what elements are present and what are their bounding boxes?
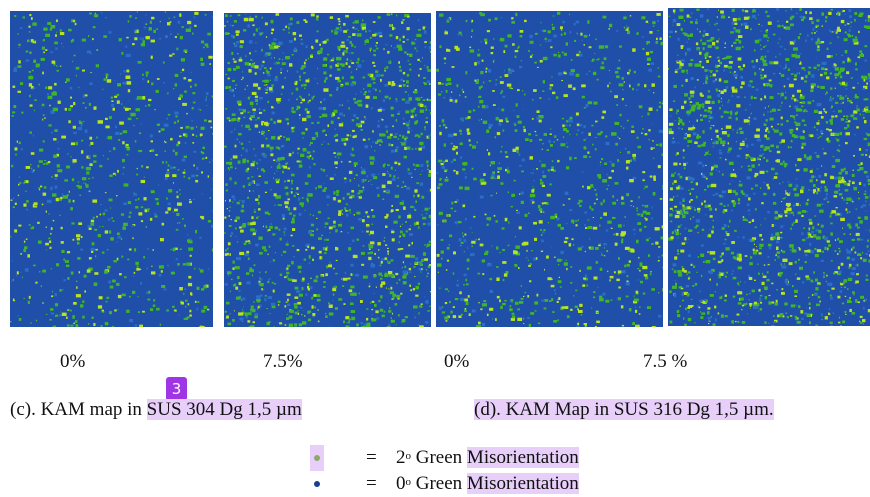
strain-label: 7.5 %	[643, 350, 687, 374]
legend-marker	[310, 471, 324, 497]
legend-degree-symbol: o	[406, 450, 412, 462]
legend-marker-highlight	[310, 445, 324, 471]
caption-c: (c). KAM map in SUS 304 Dg 1,5 µm	[10, 397, 302, 423]
caption-c-material[interactable]: SUS 304 Dg 1,5 µm	[147, 399, 302, 420]
legend-equals: =	[366, 471, 377, 497]
strain-label: 0%	[60, 350, 85, 374]
legend-degree: 2	[396, 447, 406, 468]
caption-d-material[interactable]: SUS 316 Dg 1,5 µm.	[614, 399, 774, 420]
kam-map-image	[224, 13, 431, 327]
kam-map-sus316-7-5pct	[668, 8, 870, 326]
legend-label: 2o Green Misorientation	[396, 445, 579, 471]
caption-c-prefix: (c). KAM map in	[10, 399, 147, 420]
caption-d: (d). KAM Map in SUS 316 Dg 1,5 µm.	[474, 397, 774, 423]
legend-dot-0deg	[314, 481, 320, 487]
kam-map-image	[10, 11, 213, 327]
legend-row-0deg: = 0o Green Misorientation	[310, 471, 630, 497]
strain-label: 0%	[444, 350, 469, 374]
legend-degree: 0	[396, 473, 406, 494]
kam-map-sus316-0pct	[436, 11, 663, 327]
legend-dot-2deg	[314, 455, 320, 461]
legend-label: 0o Green Misorientation	[396, 471, 579, 497]
legend-term[interactable]: Misorientation	[467, 447, 579, 468]
strain-label: 7.5%	[263, 350, 303, 374]
kam-map-sus304-7-5pct	[224, 13, 431, 327]
kam-map-image	[668, 8, 870, 326]
kam-map-sus304-0pct	[10, 11, 213, 327]
legend-color-word: Green	[416, 473, 462, 494]
legend-degree-symbol: o	[406, 476, 412, 488]
legend-color-word: Green	[416, 447, 462, 468]
legend-term[interactable]: Misorientation	[467, 473, 579, 494]
caption-d-prefix: (d). KAM Map in	[474, 399, 614, 420]
kam-map-image	[436, 11, 663, 327]
legend-row-2deg: = 2o Green Misorientation	[310, 445, 630, 471]
legend-equals: =	[366, 445, 377, 471]
